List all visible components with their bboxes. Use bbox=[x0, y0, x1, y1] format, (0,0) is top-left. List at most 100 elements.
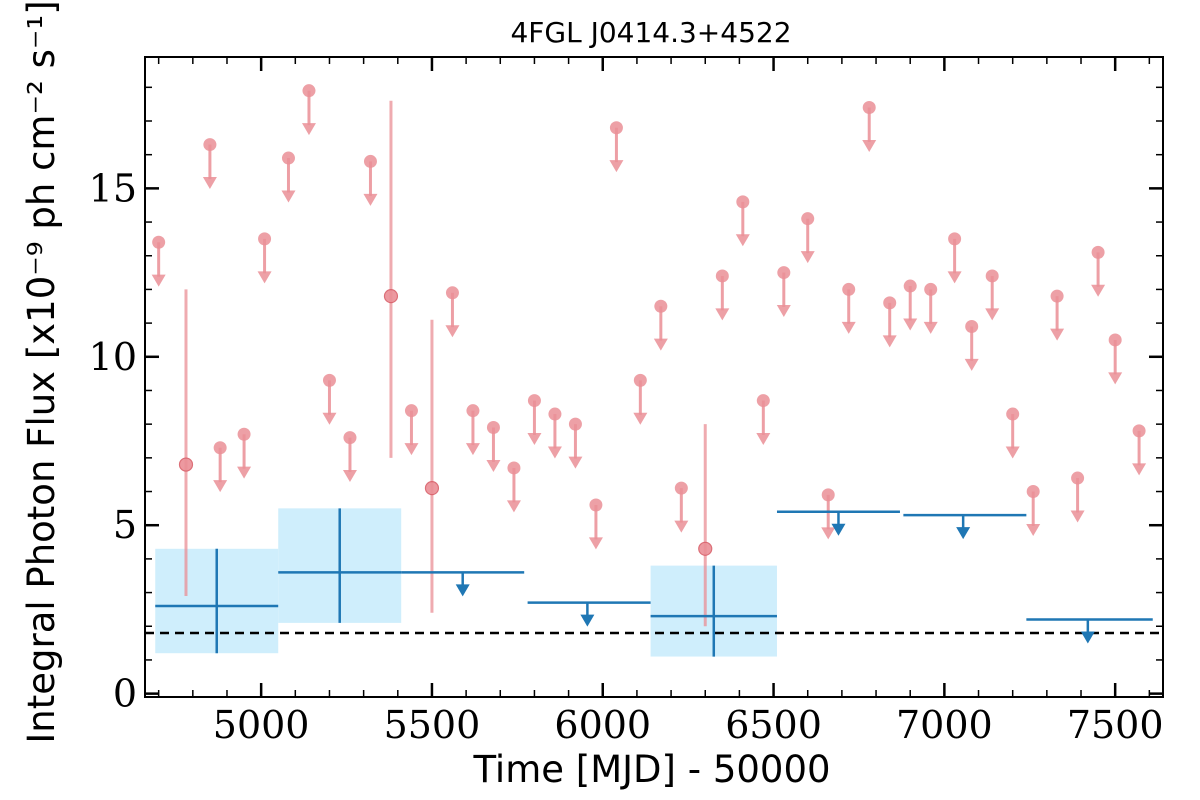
short-bin-upper-limit-arrow bbox=[465, 443, 480, 456]
y-tick-label: 10 bbox=[89, 335, 137, 379]
chart-title: 4FGL J0414.3+4522 bbox=[510, 16, 791, 49]
short-bin-upper-limit-arrow bbox=[486, 459, 501, 472]
short-bin-upper-limit-arrow bbox=[715, 308, 730, 321]
short-bin-upper-limit-arrow bbox=[588, 537, 603, 550]
short-bin-upper-limit-arrow bbox=[923, 321, 938, 334]
short-bin-upper-limit-point bbox=[883, 296, 897, 310]
short-bin-upper-limit-arrow bbox=[257, 271, 272, 284]
short-bin-upper-limit-point bbox=[654, 299, 668, 313]
short-bin-upper-limit-arrow bbox=[568, 456, 583, 469]
short-bin-upper-limit-point bbox=[152, 235, 166, 249]
short-bin-upper-limit-arrow bbox=[947, 271, 962, 284]
short-bin-upper-limit-arrow bbox=[1070, 510, 1085, 523]
short-bin-upper-limit-point bbox=[203, 138, 217, 152]
short-bin-upper-limit-point bbox=[322, 373, 336, 387]
short-bin-upper-limit-arrow bbox=[527, 433, 542, 445]
short-bin-upper-limit-arrow bbox=[735, 234, 750, 247]
y-tick-label: 0 bbox=[113, 672, 137, 716]
short-bin-upper-limit-point bbox=[507, 461, 521, 475]
short-bin-upper-limit-point bbox=[213, 441, 227, 455]
short-bin-upper-limit-arrow bbox=[633, 412, 648, 425]
short-bin-detection-point bbox=[178, 457, 194, 472]
short-bin-upper-limit-point bbox=[1108, 333, 1122, 347]
short-bin-upper-limit-point bbox=[801, 212, 815, 226]
short-bin-upper-limit-arrow bbox=[882, 335, 897, 348]
short-bin-detection-point bbox=[424, 481, 440, 496]
short-bin-upper-limit-point bbox=[715, 269, 729, 283]
y-axis-label: Integral Photon Flux [x10⁻⁹ ph cm⁻² s⁻¹] bbox=[20, 0, 63, 743]
short-bin-upper-limit-point bbox=[1071, 471, 1085, 485]
short-bin-upper-limit-point bbox=[985, 269, 999, 283]
short-bin-upper-limit-arrow bbox=[985, 308, 1000, 321]
short-bin-upper-limit-point bbox=[777, 266, 791, 280]
short-bin-upper-limit-arrow bbox=[404, 443, 419, 456]
short-bin-detection-point bbox=[383, 289, 399, 304]
long-bin-upper-limit-arrow bbox=[831, 523, 846, 536]
short-bin-detection-point bbox=[698, 541, 713, 556]
short-bin-upper-limit-point bbox=[924, 282, 938, 296]
x-tick-label: 5500 bbox=[384, 703, 481, 747]
short-bin-upper-limit-point bbox=[343, 431, 357, 445]
short-bin-upper-limit-arrow bbox=[322, 412, 337, 425]
short-bin-upper-limit-arrow bbox=[1026, 523, 1041, 536]
short-bin-upper-limit-point bbox=[674, 481, 688, 495]
short-bin-upper-limit-arrow bbox=[964, 358, 979, 371]
short-bin-upper-limit-point bbox=[258, 232, 272, 246]
short-bin-upper-limit-point bbox=[281, 151, 295, 165]
short-bin-upper-limit-point bbox=[1026, 485, 1040, 499]
short-bin-upper-limit-arrow bbox=[342, 470, 357, 483]
short-bin-upper-limit-point bbox=[1091, 245, 1105, 259]
short-bin-upper-limit-arrow bbox=[609, 160, 624, 173]
short-bin-upper-limit-arrow bbox=[841, 321, 856, 334]
short-bin-upper-limit-point bbox=[609, 121, 623, 135]
short-bin-upper-limit-arrow bbox=[1108, 372, 1123, 385]
short-bin-upper-limit-point bbox=[736, 195, 750, 209]
short-bin-upper-limit-arrow bbox=[1005, 446, 1020, 459]
short-bin-upper-limit-arrow bbox=[653, 338, 668, 351]
short-bin-upper-limit-arrow bbox=[213, 480, 228, 493]
short-bin-upper-limit-arrow bbox=[776, 305, 791, 317]
short-bin-upper-limit-arrow bbox=[445, 325, 460, 338]
short-bin-upper-limit-arrow bbox=[1132, 463, 1147, 476]
y-tick-label: 15 bbox=[89, 166, 137, 210]
short-bin-upper-limit-arrow bbox=[547, 446, 562, 459]
short-bin-upper-limit-point bbox=[302, 84, 316, 98]
short-bin-upper-limit-arrow bbox=[237, 466, 252, 479]
short-bin-upper-limit-arrow bbox=[862, 139, 877, 152]
long-bin-upper-limit-arrow bbox=[956, 527, 971, 540]
long-bin-upper-limit-arrow bbox=[1080, 631, 1095, 644]
short-bin-upper-limit-arrow bbox=[800, 251, 815, 264]
short-bin-upper-limit-point bbox=[486, 421, 500, 435]
x-tick-label: 6000 bbox=[554, 703, 651, 747]
short-bin-upper-limit-point bbox=[633, 373, 647, 387]
short-bin-upper-limit-point bbox=[862, 101, 876, 115]
short-bin-upper-limit-point bbox=[404, 404, 418, 418]
long-bin-upper-limit-arrow bbox=[580, 614, 595, 627]
short-bin-upper-limit-arrow bbox=[301, 123, 316, 136]
short-bin-upper-limit-arrow bbox=[821, 527, 836, 540]
x-axis-label: Time [MJD] - 50000 bbox=[472, 748, 830, 791]
short-bin-upper-limit-arrow bbox=[756, 433, 771, 445]
short-bin-upper-limit-point bbox=[466, 404, 480, 418]
short-bin-upper-limit-arrow bbox=[903, 318, 918, 331]
short-bin-upper-limit-arrow bbox=[1091, 284, 1106, 297]
short-bin-upper-limit-point bbox=[445, 286, 459, 300]
plot-area bbox=[145, 84, 1163, 657]
x-tick-label: 6500 bbox=[725, 703, 822, 747]
short-bin-upper-limit-arrow bbox=[281, 190, 296, 203]
short-bin-upper-limit-point bbox=[756, 394, 770, 408]
short-bin-upper-limit-point bbox=[903, 279, 917, 293]
y-tick-label: 5 bbox=[113, 503, 137, 547]
long-bin-upper-limit-arrow bbox=[455, 584, 470, 597]
short-bin-upper-limit-point bbox=[1132, 424, 1146, 438]
short-bin-upper-limit-arrow bbox=[674, 520, 689, 533]
plot-frame bbox=[144, 56, 1164, 698]
short-bin-upper-limit-point bbox=[237, 427, 251, 441]
short-bin-upper-limit-point bbox=[1006, 407, 1020, 421]
x-tick-label: 7000 bbox=[896, 703, 993, 747]
short-bin-upper-limit-arrow bbox=[506, 500, 521, 513]
short-bin-upper-limit-arrow bbox=[151, 274, 166, 287]
x-tick-label: 7500 bbox=[1067, 703, 1164, 747]
short-bin-upper-limit-arrow bbox=[363, 193, 378, 206]
